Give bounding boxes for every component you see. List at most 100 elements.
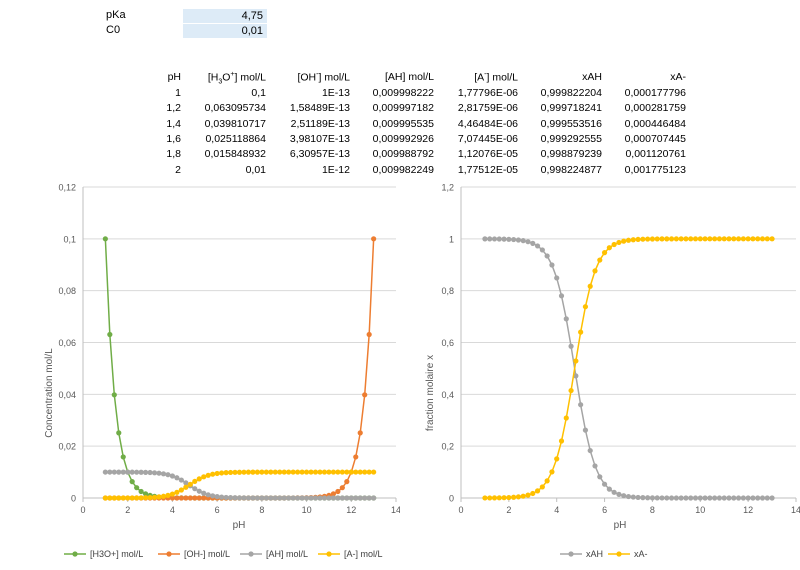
cell-ah[interactable]: 0,009982249 (372, 163, 434, 176)
cell-ph[interactable]: 1,2 (166, 102, 181, 115)
cell-h3o[interactable]: 0,063095734 (204, 102, 266, 115)
data-point (156, 470, 162, 476)
data-point (174, 495, 180, 501)
data-point (223, 494, 229, 501)
cell-h3o[interactable]: 0,01 (245, 163, 266, 176)
header-oh-post: ] mol/L (318, 71, 350, 84)
data-point (688, 236, 694, 242)
cell-ah[interactable]: 0,009997182 (372, 102, 434, 115)
data-point (335, 469, 341, 475)
data-point (568, 343, 574, 349)
cell-xah[interactable]: 0,999553516 (540, 117, 602, 130)
data-point (582, 304, 589, 310)
cell-a[interactable]: 2,81759E-06 (457, 102, 518, 115)
data-point (245, 469, 252, 475)
data-point (214, 470, 220, 477)
series-line (105, 238, 375, 499)
data-point (201, 474, 207, 480)
data-point (592, 463, 598, 469)
data-point (210, 493, 216, 499)
pka-value-cell[interactable]: 4,75 (183, 9, 267, 23)
cell-xah[interactable]: 0,998224877 (540, 163, 602, 176)
cell-h3o[interactable]: 0,025118864 (205, 132, 266, 145)
x-tick-label: 10 (695, 505, 705, 515)
legend-item: xAH (560, 549, 603, 559)
data-point (534, 488, 541, 494)
cell-xah[interactable]: 0,998879239 (540, 148, 602, 161)
data-point (362, 469, 368, 475)
data-point (592, 268, 598, 274)
data-point (330, 469, 336, 475)
cell-a[interactable]: 1,12076E-05 (457, 148, 518, 161)
data-point (111, 392, 117, 398)
cell-ph[interactable]: 1,4 (166, 117, 181, 130)
data-point (635, 494, 641, 501)
cell-a[interactable]: 1,77796E-06 (457, 87, 518, 99)
y-tick-label: 0,1 (63, 234, 76, 244)
data-point (716, 236, 723, 242)
cell-xah[interactable]: 0,999718241 (540, 102, 602, 115)
cell-oh[interactable]: 1,58489E-13 (289, 102, 350, 115)
data-point (259, 469, 265, 475)
cell-ah[interactable]: 0,009998222 (372, 87, 434, 99)
data-point (169, 495, 176, 501)
data-point (326, 495, 332, 501)
y-tick-label: 0,2 (441, 442, 454, 452)
cell-oh[interactable]: 2,51189E-13 (290, 117, 350, 130)
data-point (223, 470, 229, 476)
c0-value-cell[interactable]: 0,01 (183, 24, 267, 38)
header-a-pre: [A (474, 71, 485, 84)
cell-a[interactable]: 4,46484E-06 (457, 117, 518, 130)
cell-oh[interactable]: 6,30957E-13 (289, 148, 350, 161)
cell-h3o[interactable]: 0,015848932 (204, 148, 266, 161)
chart1-xlabel: pH (233, 520, 246, 531)
cell-h3o[interactable]: 0,1 (251, 87, 266, 99)
cell-ph[interactable]: 1,6 (166, 132, 181, 145)
cell-xa[interactable]: 0,000281759 (624, 102, 686, 115)
cell-xa[interactable]: 0,001120761 (625, 148, 686, 161)
header-xa: xA- (670, 71, 686, 83)
cell-a[interactable]: 7,07445E-06 (457, 132, 518, 145)
cell-oh[interactable]: 1E-13 (321, 87, 350, 99)
data-point (554, 456, 560, 462)
data-point (630, 494, 636, 500)
data-point (178, 477, 184, 483)
data-point (511, 494, 517, 500)
data-point (330, 495, 336, 501)
cell-ph[interactable]: 2 (175, 163, 181, 176)
data-point (232, 495, 238, 501)
data-point (764, 495, 770, 501)
cell-ah[interactable]: 0,009992926 (372, 132, 434, 145)
data-point (487, 236, 493, 242)
data-point (196, 488, 202, 494)
cell-ph[interactable]: 1,8 (166, 148, 181, 161)
cell-xa[interactable]: 0,000177796 (624, 87, 686, 99)
data-point (731, 236, 737, 242)
cell-xa[interactable]: 0,000446484 (624, 117, 686, 130)
chart2-ylabel: fraction molaire x (425, 355, 436, 431)
cell-ah[interactable]: 0,009988792 (372, 148, 434, 161)
series-0 (102, 236, 377, 501)
cell-xah[interactable]: 0,999822204 (540, 87, 602, 99)
data-point (755, 495, 761, 501)
data-point (183, 495, 189, 501)
data-point (582, 427, 589, 433)
series-1 (482, 236, 775, 501)
data-point (165, 492, 171, 498)
cell-xah[interactable]: 0,999292555 (540, 132, 602, 145)
cell-a[interactable]: 1,77512E-05 (457, 163, 518, 176)
cell-h3o[interactable]: 0,039810717 (204, 117, 266, 130)
cell-oh[interactable]: 3,98107E-13 (289, 132, 350, 145)
cell-oh[interactable]: 1E-12 (321, 163, 350, 176)
cell-ah[interactable]: 0,009995535 (372, 117, 434, 130)
data-point (312, 469, 319, 475)
data-point (214, 494, 220, 500)
cell-xa[interactable]: 0,001775123 (624, 163, 686, 176)
data-point (625, 493, 632, 500)
cell-xa[interactable]: 0,000707445 (624, 132, 686, 145)
legend-label: [AH] mol/L (266, 549, 308, 559)
header-h3o-sup: + (230, 71, 235, 78)
chart2-gridlines (461, 186, 796, 447)
cell-ph[interactable]: 1 (175, 87, 181, 99)
x-tick-label: 6 (602, 505, 607, 515)
